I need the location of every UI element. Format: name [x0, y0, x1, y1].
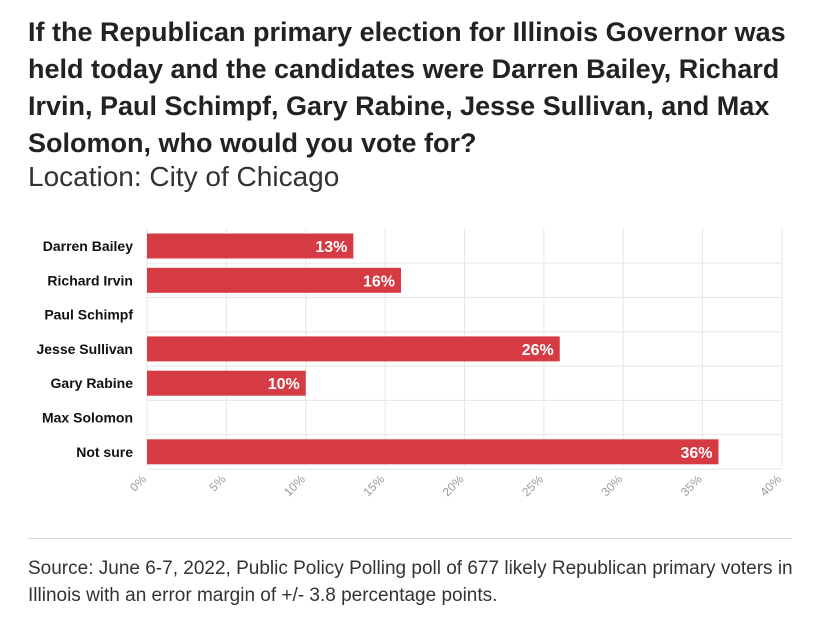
- x-tick-label: 20%: [440, 472, 467, 499]
- bar-darren-bailey: [147, 233, 354, 259]
- bar-chart: 13% 16% 26% 10% 36% Darren Bailey Richard Irv…: [36, 228, 784, 499]
- value-label-not-sure: 36%: [680, 445, 712, 462]
- category-labels: Darren Bailey Richard Irvin Paul Schimpf Je…: [36, 238, 133, 460]
- x-tick-label: 30%: [598, 472, 625, 499]
- footer-divider: [28, 538, 792, 539]
- value-label-gary-rabine: 10%: [268, 376, 300, 393]
- x-tick-label: 15%: [360, 472, 387, 499]
- x-tick-label: 5%: [206, 472, 228, 494]
- category-label-max-solomon: Max Solomon: [42, 410, 133, 426]
- value-label-richard-irvin: 16%: [363, 273, 395, 290]
- bar-gary-rabine: [147, 370, 306, 396]
- value-label-jesse-sullivan: 26%: [522, 342, 554, 359]
- source-note: Source: June 6-7, 2022, Public Policy Po…: [28, 558, 793, 606]
- chart-subtitle: Location: City of Chicago: [28, 161, 340, 192]
- category-label-darren-bailey: Darren Bailey: [43, 238, 133, 254]
- x-tick-label: 25%: [519, 472, 546, 499]
- x-tick-label: 10%: [281, 472, 308, 499]
- x-tick-label: 40%: [757, 472, 784, 499]
- value-label-darren-bailey: 13%: [315, 239, 347, 256]
- category-label-jesse-sullivan: Jesse Sullivan: [36, 341, 133, 357]
- bars: 13% 16% 26% 10% 36%: [147, 233, 719, 465]
- bar-richard-irvin: [147, 267, 401, 293]
- category-label-gary-rabine: Gary Rabine: [51, 375, 134, 391]
- category-label-not-sure: Not sure: [76, 444, 133, 460]
- category-label-paul-schimpf: Paul Schimpf: [44, 307, 133, 323]
- chart-title: If the Republican primary election for I…: [28, 17, 786, 158]
- x-tick-label: 0%: [127, 472, 149, 494]
- category-label-richard-irvin: Richard Irvin: [47, 272, 133, 288]
- x-tick-label: 35%: [678, 472, 705, 499]
- bar-jesse-sullivan: [147, 336, 560, 362]
- x-axis-ticks: 0% 5% 10% 15% 20% 25% 30% 35% 40%: [127, 472, 784, 499]
- bar-not-sure: [147, 439, 719, 465]
